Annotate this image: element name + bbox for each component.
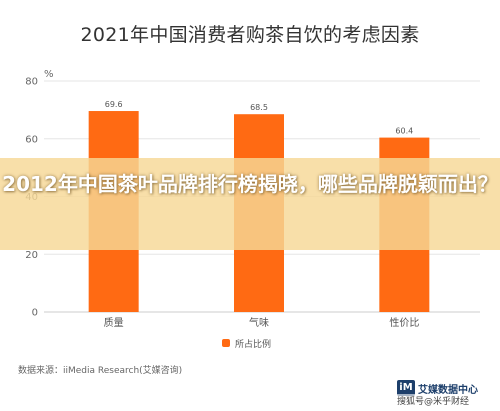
y-tick-label: 20: [25, 250, 38, 261]
x-category-label: 性价比: [389, 316, 419, 329]
data-label: 68.5: [250, 103, 268, 112]
x-axis-labels: 质量 气味 性价比: [104, 316, 420, 329]
data-labels: 69.6 68.5 60.4: [105, 100, 413, 136]
iimedia-logo-icon: iM: [397, 380, 415, 396]
legend-swatch: [222, 339, 230, 347]
headline-text: 2012年中国茶叶品牌排行榜揭晓，哪些品牌脱颖而出？: [2, 172, 498, 196]
data-label: 60.4: [395, 127, 413, 136]
data-label: 69.6: [105, 100, 123, 109]
brand-logo: iM 艾媒数据中心: [397, 380, 478, 396]
y-tick-label: 80: [25, 77, 38, 88]
legend-label: 所占比例: [235, 339, 272, 350]
watermark: 搜狐号@米乎财经: [397, 394, 470, 407]
legend: 所占比例: [222, 336, 271, 350]
y-axis-unit: %: [44, 69, 54, 80]
chart-title: 2021年中国消费者购茶自饮的考虑因素: [80, 24, 420, 46]
x-category-label: 质量: [104, 317, 124, 329]
y-tick-label: 0: [32, 308, 38, 319]
data-source: 数据来源：iiMedia Research(艾媒咨询): [18, 366, 183, 376]
headline-banner: [0, 158, 500, 250]
y-tick-label: 60: [25, 134, 38, 145]
x-category-label: 气味: [249, 316, 269, 329]
brand-name: 艾媒数据中心: [418, 384, 478, 396]
